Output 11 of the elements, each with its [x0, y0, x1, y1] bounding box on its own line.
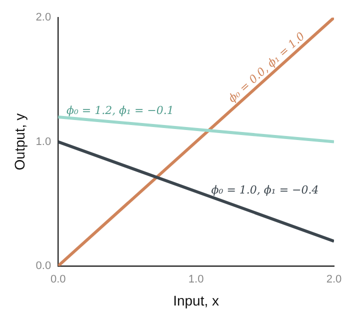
series-label: ϕ₀ = 1.0, ϕ₁ = −0.4	[211, 184, 319, 197]
series-label: ϕ₀ = 1.2, ϕ₁ = −0.1	[66, 104, 174, 117]
text: ϕ₀ = 0.0, ϕ₁ = 1.0	[226, 30, 308, 106]
x-axis-title: Input, x	[173, 292, 220, 308]
x-tick-label: 1.0	[188, 274, 204, 286]
y-tick-label: 0.0	[36, 260, 52, 272]
x-tick-label: 2.0	[326, 274, 342, 286]
x-tick-label: 0.0	[50, 274, 66, 286]
y-axis-title: Output, y	[11, 113, 28, 170]
y-tick-label: 1.0	[36, 136, 52, 148]
y-tick-label: 2.0	[36, 12, 52, 24]
